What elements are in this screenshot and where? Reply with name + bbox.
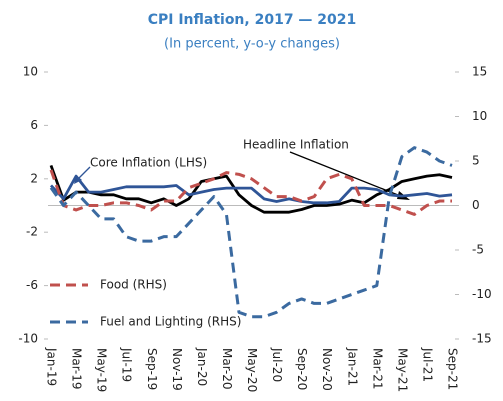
y2-tick-label: -5 (472, 243, 484, 257)
y-tick-label: 2 (30, 171, 38, 185)
x-tick-label: Jan-20 (195, 347, 209, 386)
x-tick-label: Jul-19 (120, 347, 134, 382)
x-tick-label: Sep-20 (295, 348, 309, 390)
x-tick-label: Mar-21 (370, 348, 384, 389)
x-tick-label: Jul-21 (420, 347, 434, 382)
y2-tick-label: 5 (472, 154, 480, 168)
y2-tick-label: -10 (472, 287, 492, 301)
x-tick-label: May-21 (395, 348, 409, 392)
x-tick-label: Mar-20 (220, 348, 234, 389)
series-line (49, 169, 452, 216)
chart-title: CPI Inflation, 2017 — 2021 (148, 12, 357, 28)
y2-tick-label: 0 (472, 198, 480, 212)
y-tick-label: -10 (18, 332, 38, 346)
chart-subtitle: (In percent, y-o-y changes) (164, 37, 340, 52)
series-line (49, 164, 453, 214)
x-tick-label: Sep-21 (446, 348, 460, 390)
y-tick-label: 6 (30, 118, 38, 132)
series-line (49, 174, 453, 205)
y2-tick-label: 15 (472, 65, 487, 79)
x-tick-label: Jan-21 (345, 347, 359, 386)
x-tick-label: Jan-19 (45, 347, 59, 386)
x-tick-label: Nov-19 (170, 348, 184, 391)
legend-label: Fuel and Lighting (RHS) (100, 315, 241, 329)
series-line (49, 146, 453, 319)
x-tick-label: May-19 (95, 348, 109, 392)
y-tick-label: -2 (26, 225, 38, 239)
x-tick-label: Sep-19 (145, 348, 159, 390)
x-tick-label: Nov-20 (320, 348, 334, 391)
annotation-arrow (289, 151, 404, 198)
y2-tick-label: 10 (472, 109, 487, 123)
y-tick-label: 10 (23, 65, 38, 79)
series-label: Headline Inflation (243, 138, 349, 152)
y-tick-label: -6 (26, 278, 38, 292)
legend-label: Food (RHS) (100, 278, 167, 292)
x-tick-label: May-20 (245, 348, 259, 392)
x-tick-label: Jul-20 (270, 347, 284, 382)
x-tick-label: Mar-19 (70, 348, 84, 389)
series-label: Core Inflation (LHS) (90, 156, 207, 170)
y2-tick-label: -15 (472, 332, 492, 346)
